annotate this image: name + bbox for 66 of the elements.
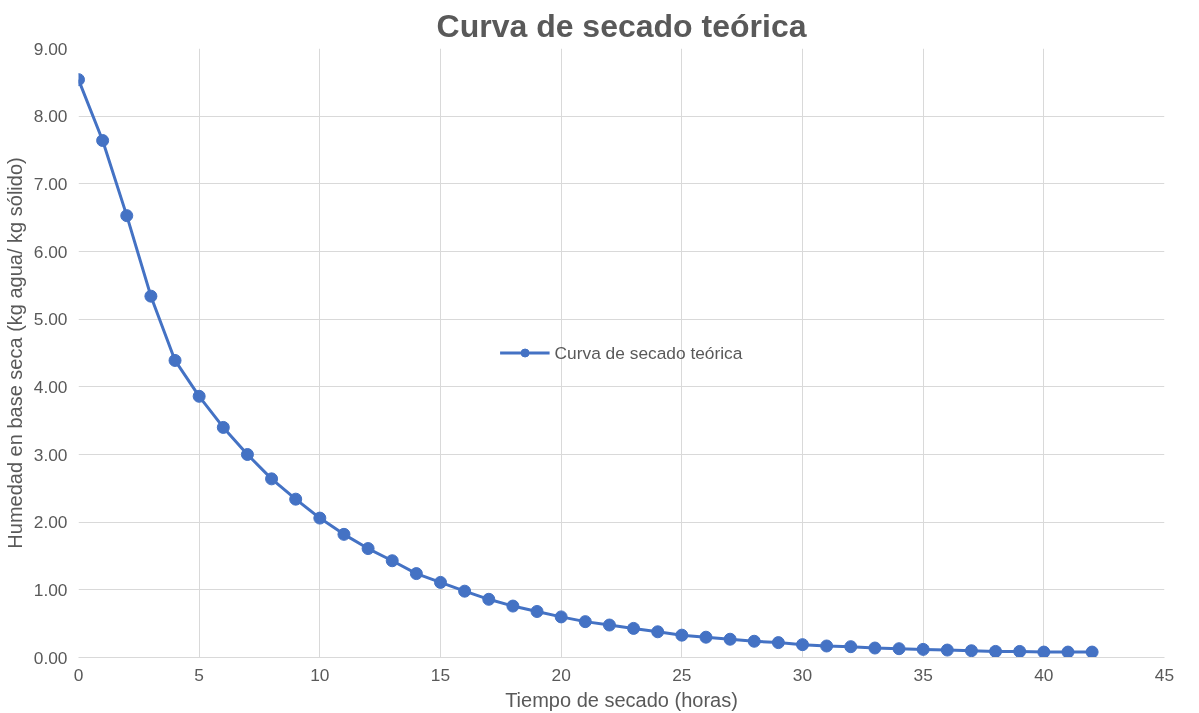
- point: [771, 636, 785, 650]
- point: [940, 643, 954, 657]
- y-tick-label: 7.00: [33, 173, 68, 194]
- point: [1085, 645, 1099, 658]
- y-tick-label: 2.00: [33, 512, 68, 533]
- x-tick-label: 45: [1154, 664, 1175, 685]
- point: [844, 640, 858, 654]
- point: [337, 527, 351, 541]
- point: [434, 575, 447, 589]
- y-tick-label: 0.00: [33, 647, 68, 668]
- y-tick-label: 8.00: [33, 106, 68, 127]
- point: [554, 610, 568, 624]
- point: [458, 584, 472, 598]
- point: [964, 644, 978, 658]
- point: [265, 472, 279, 486]
- y-tick-label: 4.00: [33, 376, 68, 397]
- y-tick-label: 1.00: [33, 579, 68, 600]
- y-axis-title: Humedad en base seca (kg agua/ kg sólido): [3, 157, 26, 549]
- point: [675, 628, 689, 642]
- point: [916, 642, 930, 656]
- point: [820, 639, 834, 653]
- point: [578, 615, 592, 629]
- point: [699, 630, 713, 644]
- point: [96, 134, 110, 148]
- point: [989, 644, 1003, 658]
- point: [313, 511, 327, 525]
- point: [1037, 645, 1051, 658]
- point: [796, 638, 809, 652]
- x-tick-label: 15: [430, 664, 451, 685]
- point: [216, 420, 230, 434]
- y-tick-label: 6.00: [33, 241, 68, 262]
- point: [627, 621, 641, 635]
- point: [892, 642, 906, 656]
- x-tick-label: 25: [672, 664, 692, 685]
- point: [409, 567, 423, 581]
- point: [120, 209, 134, 223]
- y-tick-label: 5.00: [33, 309, 68, 330]
- point: [289, 492, 303, 506]
- x-tick-label: 20: [551, 664, 571, 685]
- x-tick-label: 5: [194, 664, 204, 685]
- point: [747, 634, 761, 648]
- point: [651, 625, 665, 639]
- x-tick-label: 35: [913, 664, 933, 685]
- point: [602, 618, 616, 632]
- point: [385, 554, 399, 568]
- x-tick-label: 0: [73, 664, 84, 685]
- point: [192, 389, 206, 403]
- chart-title: Curva de secado teórica: [436, 7, 807, 44]
- x-tick-label: 10: [310, 664, 330, 685]
- point: [723, 632, 737, 646]
- x-tick-label: 30: [792, 664, 813, 685]
- y-tick-label: 9.00: [33, 38, 68, 59]
- legend-label: Curva de secado teórica: [554, 342, 743, 363]
- point: [482, 592, 496, 606]
- point: [506, 599, 520, 613]
- point: [1061, 645, 1075, 658]
- x-axis-title: Tiempo de secado (horas): [505, 688, 738, 711]
- point: [361, 542, 375, 556]
- point: [530, 605, 544, 618]
- y-tick-label: 3.00: [33, 444, 68, 465]
- x-tick-label: 40: [1034, 664, 1054, 685]
- point: [168, 353, 182, 367]
- point: [240, 448, 254, 461]
- point: [144, 289, 158, 303]
- point: [1013, 644, 1027, 658]
- point: [868, 641, 882, 655]
